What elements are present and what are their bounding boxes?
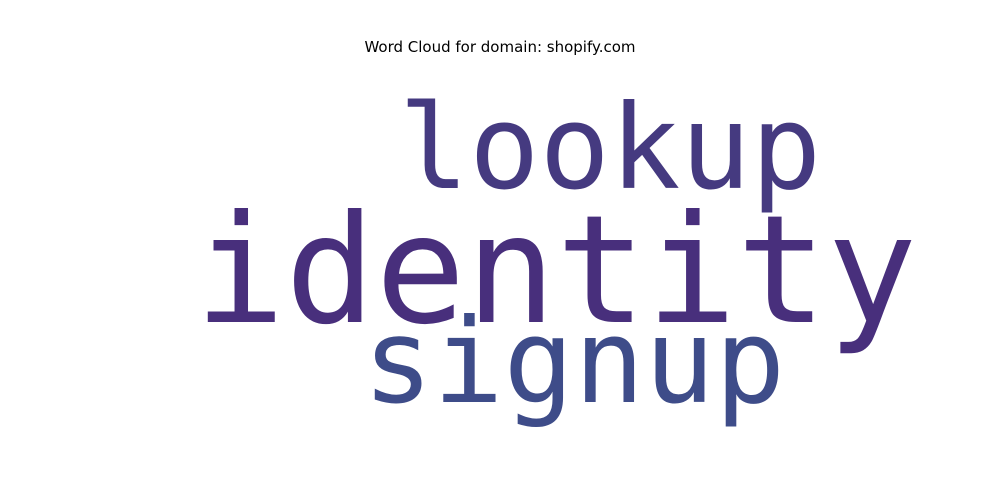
word-identity: identity	[195, 184, 917, 358]
word-lookup: lookup	[399, 79, 822, 216]
word-signup: signup	[363, 293, 786, 430]
chart-title: Word Cloud for domain: shopify.com	[364, 38, 636, 56]
